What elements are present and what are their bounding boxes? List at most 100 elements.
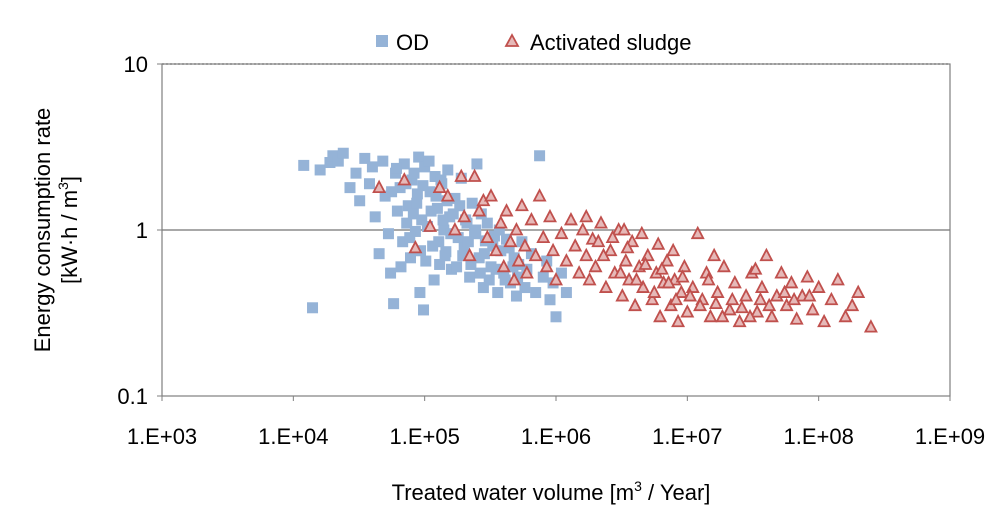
y-tick-label-0: 0.1	[117, 384, 148, 409]
od-point-111	[462, 236, 474, 248]
activated-sludge-point-45	[598, 279, 613, 293]
activated-sludge-point-4	[432, 179, 447, 194]
activated-sludge-point-113	[701, 272, 716, 286]
od-point-67	[498, 267, 510, 279]
od-point-27	[404, 252, 416, 264]
activated-sludge-point-103	[620, 239, 635, 254]
od-point-15	[377, 155, 389, 167]
activated-sludge-point-121	[777, 284, 792, 298]
activated-sludge-point-81	[754, 279, 769, 293]
od-point-94	[417, 180, 429, 192]
od-point-122	[507, 261, 519, 273]
activated-sludge-point-34	[554, 225, 569, 240]
od-point-0	[298, 159, 310, 171]
y-tick-label-2: 10	[124, 52, 148, 77]
activated-sludge-point-56	[640, 247, 655, 262]
activated-sludge-point-18	[499, 203, 514, 217]
x-tick-label-3: 1.E+06	[521, 424, 591, 449]
activated-sludge-point-14	[484, 188, 498, 202]
od-point-12	[366, 161, 378, 173]
od-point-68	[501, 233, 513, 245]
activated-sludge-point-8	[457, 208, 472, 223]
activated-sludge-point-97	[845, 297, 860, 312]
od-point-32	[413, 151, 425, 163]
od-point-87	[390, 162, 402, 174]
activated-sludge-point-10	[467, 168, 482, 182]
activated-sludge-point-65	[674, 284, 689, 298]
od-point-117	[487, 240, 499, 252]
x-tick-labels: 1.E+03 1.E+04 1.E+05 1.E+06 1.E+07 1.E+08 1.E+…	[127, 396, 985, 449]
od-point-78	[534, 150, 546, 162]
activated-sludge-point-107	[654, 261, 669, 275]
activated-sludge-point-116	[725, 291, 740, 306]
activated-sludge-point-28	[532, 188, 547, 202]
activated-sludge-point-13	[480, 229, 495, 243]
od-point-101	[435, 174, 447, 186]
od-point-62	[481, 217, 493, 229]
od-point-114	[474, 267, 486, 279]
activated-sludge-point-69	[690, 225, 705, 240]
activated-sludge-point-55	[636, 279, 651, 293]
y-axis-title: Energy consumption rate [kW·h / m3]	[30, 108, 82, 353]
od-point-5	[332, 155, 344, 167]
od-point-90	[404, 232, 416, 244]
od-point-16	[379, 190, 391, 202]
od-point-66	[495, 245, 507, 257]
od-point-81	[544, 294, 556, 306]
y-axis-title-line2-main: [kW·h / m	[57, 190, 82, 284]
activated-sludge-point-33	[549, 272, 563, 286]
x-tick-label-0: 1.E+03	[127, 424, 197, 449]
od-point-97	[425, 205, 437, 217]
activated-sludge-point-92	[811, 279, 826, 293]
activated-sludge-point-0	[372, 179, 387, 194]
activated-sludge-point-93	[817, 313, 832, 328]
y-tick-labels: 0.1 1 10	[117, 52, 162, 409]
od-point-109	[457, 250, 469, 262]
activated-sludge-point-105	[638, 256, 653, 270]
od-point-22	[394, 182, 406, 194]
od-point-121	[503, 242, 515, 254]
od-point-64	[488, 230, 500, 242]
activated-sludge-point-6	[447, 222, 462, 236]
x-tick-label-5: 1.E+08	[783, 424, 853, 449]
activated-sludge-point-31	[543, 208, 557, 223]
od-point-9	[354, 195, 366, 207]
od-point-79	[537, 271, 549, 283]
activated-sludge-point-36	[563, 211, 578, 226]
activated-sludge-point-111	[683, 288, 698, 302]
activated-sludge-point-67	[680, 304, 695, 318]
od-point-6	[337, 147, 349, 159]
od-point-120	[499, 274, 511, 286]
od-point-123	[512, 271, 524, 283]
activated-sludge-point-16	[493, 215, 508, 229]
od-point-35	[418, 304, 430, 316]
activated-sludge-point-106	[647, 284, 662, 298]
od-point-74	[519, 282, 531, 294]
activated-sludge-point-30	[539, 258, 554, 273]
od-point-91	[408, 167, 420, 179]
activated-sludge-point-77	[732, 313, 747, 328]
od-point-96	[423, 155, 435, 167]
od-point-31	[411, 188, 423, 200]
od-point-26	[402, 200, 414, 212]
activated-sludge-point-108	[661, 274, 676, 289]
od-point-28	[406, 174, 418, 186]
od-point-57	[471, 158, 483, 170]
od-point-99	[430, 190, 442, 202]
activated-sludge-point-98	[851, 284, 866, 298]
activated-sludge-point-117	[734, 299, 749, 314]
activated-sludge-point-29	[536, 229, 551, 243]
od-point-38	[424, 186, 436, 198]
od-point-71	[510, 290, 522, 302]
activated-sludge-point-99	[863, 319, 878, 333]
activated-sludge-point-3	[423, 218, 438, 232]
od-point-83	[550, 311, 562, 323]
od-point-60	[477, 282, 489, 294]
od-point-17	[382, 228, 394, 240]
activated-sludge-point-57	[645, 291, 660, 306]
od-point-42	[434, 258, 446, 270]
od-point-119	[493, 224, 505, 236]
od-point-106	[447, 208, 459, 220]
activated-sludge-point-7	[454, 168, 469, 182]
